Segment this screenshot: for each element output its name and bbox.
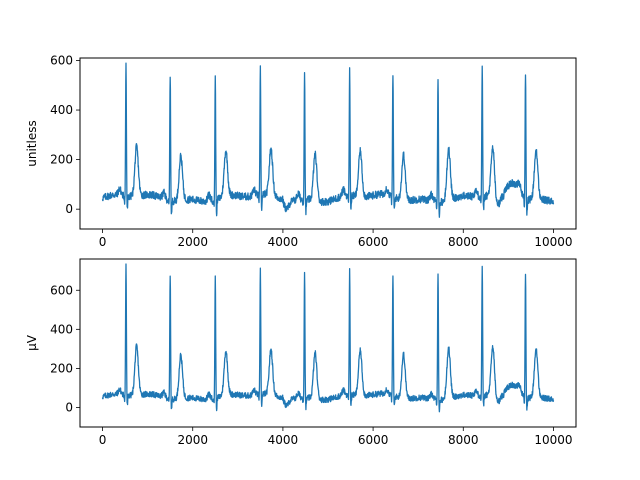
x-tick-label: 8000	[448, 235, 479, 249]
top-plot-data	[101, 62, 555, 218]
ecg-series-line	[101, 62, 555, 218]
x-tick-label: 6000	[358, 235, 389, 249]
bottom-axes-frame	[79, 258, 577, 428]
x-tick-label: 4000	[268, 235, 299, 249]
top-axis-ticks: 0 2000 4000 6000 8000 10000 0 200 400 600	[50, 53, 572, 249]
y-tick-label: 0	[65, 202, 73, 216]
top-subplot: 0 2000 4000 6000 8000 10000 0 200 400 600 unitles…	[25, 53, 577, 249]
x-tick-label: 0	[99, 235, 107, 249]
y-tick-label: 600	[50, 53, 73, 67]
top-y-axis-label: unitless	[25, 120, 39, 166]
bottom-axis-ticks: 0 2000 4000 6000 8000 10000 0 200 400 600	[50, 283, 572, 447]
y-tick-label: 200	[50, 361, 73, 375]
x-tick-label: 6000	[358, 433, 389, 447]
x-tick-label: 2000	[177, 433, 208, 447]
y-tick-label: 400	[50, 103, 73, 117]
y-tick-label: 600	[50, 283, 73, 297]
y-tick-label: 400	[50, 322, 73, 336]
ecg-series-line	[101, 263, 555, 413]
bottom-y-axis-label: μV	[25, 334, 39, 351]
bottom-plot-data	[101, 263, 555, 413]
x-tick-label: 10000	[534, 235, 572, 249]
x-tick-label: 10000	[534, 433, 572, 447]
top-axes-frame	[79, 57, 577, 230]
bottom-subplot: 0 2000 4000 6000 8000 10000 0 200 400 600 μV	[25, 258, 577, 447]
y-tick-label: 0	[65, 400, 73, 414]
x-tick-label: 0	[99, 433, 107, 447]
x-tick-label: 2000	[177, 235, 208, 249]
x-tick-label: 4000	[268, 433, 299, 447]
x-tick-label: 8000	[448, 433, 479, 447]
y-tick-label: 200	[50, 153, 73, 167]
